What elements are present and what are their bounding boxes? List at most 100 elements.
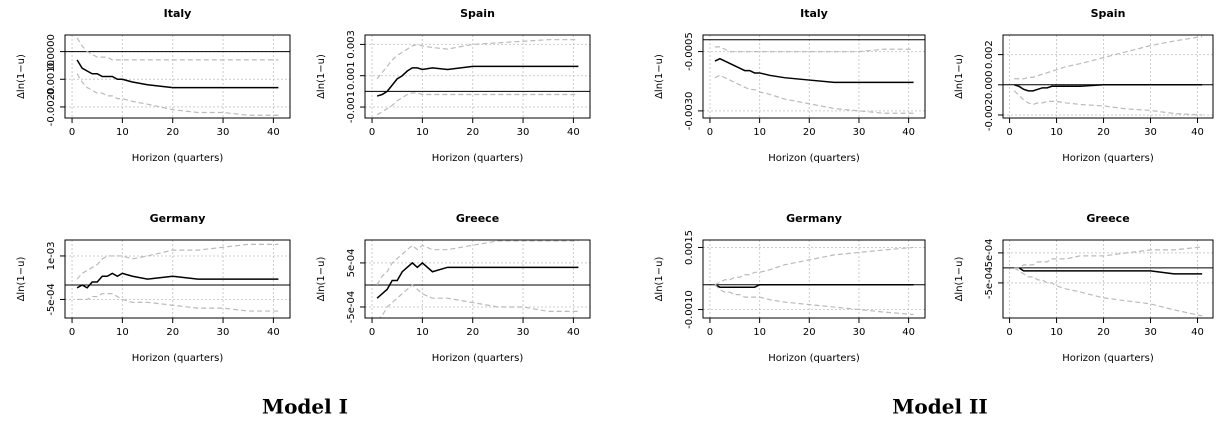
- x-axis-label: Horizon (quarters): [1062, 153, 1154, 164]
- x-tick-label: 10: [1050, 127, 1063, 138]
- x-tick-label: 0: [1006, 327, 1012, 338]
- y-axis-label: Δln(1−u): [316, 256, 327, 301]
- plot-frame: [702, 34, 926, 119]
- y-axis-label: Δln(1−u): [316, 54, 327, 99]
- band-line: [1013, 267, 1203, 317]
- band-line: [76, 73, 279, 116]
- band-line: [77, 293, 279, 312]
- x-tick-label: 0: [707, 127, 713, 138]
- plot-frame: [1002, 34, 1214, 119]
- x-tick-label: 10: [1050, 327, 1063, 338]
- panel-title: Greece: [456, 212, 499, 225]
- response-line: [76, 59, 279, 89]
- x-tick-label: 0: [707, 327, 713, 338]
- y-tick-label: -0.0020: [46, 88, 57, 127]
- x-tick-label: 30: [517, 127, 530, 138]
- y-axis-label: Δln(1−u): [954, 256, 965, 301]
- x-tick-label: 0: [1006, 127, 1012, 138]
- y-tick-label: -0.0010: [46, 60, 57, 99]
- band-line: [1014, 35, 1203, 80]
- response-line: [714, 57, 914, 84]
- band-line: [378, 284, 579, 318]
- x-tick-label: 40: [567, 327, 580, 338]
- plot-frame: [364, 34, 591, 119]
- plot-frame: [64, 239, 291, 319]
- panel-title: Italy: [164, 7, 192, 20]
- x-tick-label: 20: [466, 327, 479, 338]
- x-tick-label: 0: [369, 327, 375, 338]
- x-tick-label: 0: [369, 127, 375, 138]
- x-tick-label: 40: [902, 127, 915, 138]
- y-tick-label: 5e-04: [346, 248, 357, 277]
- x-axis-label: Horizon (quarters): [132, 153, 224, 164]
- x-tick-label: 20: [803, 127, 816, 138]
- band-line: [1014, 246, 1203, 269]
- y-tick-label: -0.0005: [684, 32, 695, 71]
- panel-title: Germany: [150, 212, 206, 225]
- x-axis-label: Horizon (quarters): [432, 153, 524, 164]
- y-axis-label: Δln(1−u): [16, 54, 27, 99]
- response-line: [1014, 267, 1203, 275]
- band-line: [376, 92, 579, 116]
- response-line: [376, 261, 579, 299]
- x-axis-label: Horizon (quarters): [432, 353, 524, 364]
- x-tick-label: 20: [1097, 127, 1110, 138]
- x-tick-label: 40: [267, 127, 280, 138]
- panel-title: Spain: [460, 7, 495, 20]
- caption: Model I: [262, 395, 348, 419]
- band-line: [714, 46, 914, 53]
- band-line: [376, 39, 579, 80]
- x-axis-label: Horizon (quarters): [768, 353, 860, 364]
- x-tick-label: 10: [753, 127, 766, 138]
- y-tick-label: 1e-03: [46, 242, 57, 271]
- x-tick-label: 0: [69, 327, 75, 338]
- response-line: [376, 65, 579, 97]
- response-line: [714, 283, 914, 288]
- band-line: [1013, 90, 1203, 116]
- x-tick-label: 20: [166, 127, 179, 138]
- y-tick-label: -5e-04: [46, 283, 57, 315]
- y-tick-label: -0.0030: [684, 92, 695, 131]
- caption: Model II: [892, 395, 987, 419]
- x-tick-label: 30: [217, 127, 230, 138]
- plot-frame: [64, 34, 291, 119]
- x-tick-label: 40: [567, 127, 580, 138]
- band-line: [376, 240, 579, 286]
- y-tick-label: -0.001: [346, 91, 357, 123]
- panel-title: Germany: [786, 212, 842, 225]
- x-tick-label: 30: [1144, 127, 1157, 138]
- x-tick-label: 30: [853, 127, 866, 138]
- y-tick-label: 0.0000: [46, 34, 57, 69]
- response-line: [76, 272, 279, 289]
- y-tick-label: -0.0010: [684, 290, 695, 329]
- y-tick-label: 0.0015: [684, 230, 695, 265]
- band-line: [76, 37, 279, 61]
- x-tick-label: 10: [116, 327, 129, 338]
- plot-frame: [1002, 239, 1214, 319]
- band-line: [714, 284, 914, 316]
- x-tick-label: 20: [803, 327, 816, 338]
- y-axis-label: Δln(1−u): [654, 256, 665, 301]
- y-tick-label: 5e-04: [984, 238, 995, 267]
- x-tick-label: 10: [416, 127, 429, 138]
- y-axis-label: Δln(1−u): [16, 256, 27, 301]
- x-tick-label: 30: [517, 327, 530, 338]
- x-tick-label: 20: [1097, 327, 1110, 338]
- x-tick-label: 30: [853, 327, 866, 338]
- x-tick-label: 40: [1191, 127, 1204, 138]
- y-tick-label: 0.000: [984, 70, 995, 99]
- x-axis-label: Horizon (quarters): [1062, 353, 1154, 364]
- y-tick-label: -0.002: [984, 99, 995, 131]
- x-tick-label: 0: [69, 127, 75, 138]
- y-axis-label: Δln(1−u): [654, 54, 665, 99]
- x-tick-label: 40: [1191, 327, 1204, 338]
- plot-frame: [702, 239, 926, 319]
- y-tick-label: 0.003: [346, 30, 357, 59]
- band-line: [76, 243, 279, 280]
- y-tick-label: 0.002: [984, 40, 995, 69]
- x-tick-label: 10: [753, 327, 766, 338]
- band-line: [714, 74, 914, 114]
- y-tick-label: -5e-04: [346, 291, 357, 323]
- x-tick-label: 20: [466, 127, 479, 138]
